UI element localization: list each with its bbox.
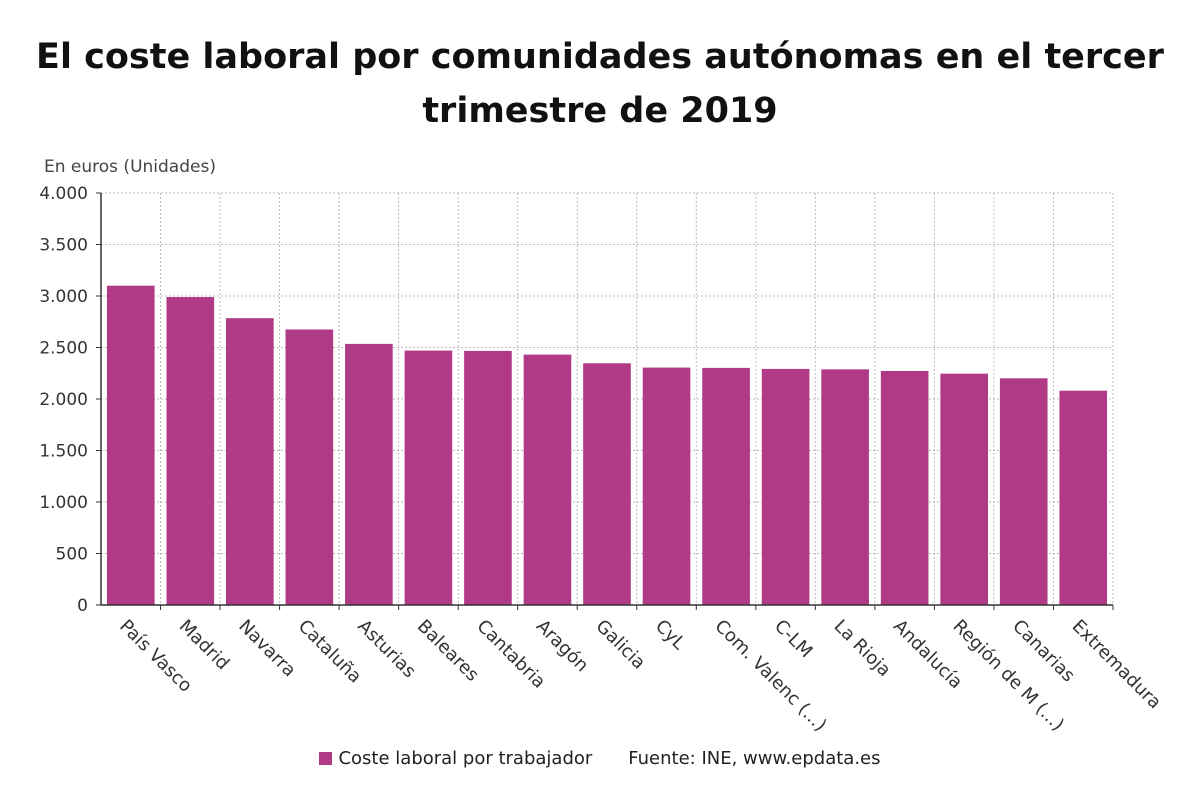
x-tick-label: Galicia <box>591 616 649 674</box>
x-tick-label: C-LM <box>770 616 816 662</box>
y-tick-label: 2.000 <box>39 390 88 410</box>
source-note: Fuente: INE, www.epdata.es <box>628 748 881 769</box>
legend-swatch <box>319 752 333 765</box>
bar <box>821 369 869 605</box>
chart-title: El coste laboral por comunidades autónom… <box>36 37 1164 131</box>
y-tick-label: 3.000 <box>39 287 88 307</box>
bar <box>702 367 750 605</box>
x-tick-label: Com. Valenc (...) <box>711 616 831 736</box>
y-tick-label: 4.000 <box>39 184 88 204</box>
x-tick-label: Extremadura <box>1068 616 1166 714</box>
y-tick-label: 1.000 <box>39 493 88 513</box>
bar <box>642 367 691 605</box>
y-tick-label: 0 <box>77 596 88 616</box>
bar <box>106 285 155 605</box>
x-tick-label: Navarra <box>234 616 300 682</box>
y-tick-label: 3.500 <box>39 236 88 256</box>
x-tick-label: Región de M (...) <box>949 616 1069 736</box>
legend: Coste laboral por trabajador Fuente: INE,… <box>0 748 1200 769</box>
bar <box>226 318 274 605</box>
x-tick-label: Aragón <box>532 616 593 677</box>
y-tick-label: 1.500 <box>39 442 88 462</box>
y-tick-label: 2.500 <box>39 339 88 359</box>
bar <box>464 350 512 605</box>
x-tick-label: La Rioja <box>830 616 895 681</box>
bar <box>285 329 334 605</box>
bar <box>880 370 929 605</box>
bar <box>345 343 393 605</box>
y-tick-label: 500 <box>56 545 88 565</box>
x-tick-label: Cataluña <box>294 616 366 688</box>
bar <box>999 378 1048 605</box>
x-tick-label: CyL <box>651 616 689 654</box>
bar <box>166 297 215 605</box>
legend-label: Coste laboral por trabajador <box>338 748 593 769</box>
bar <box>523 354 572 605</box>
x-tick-label: Madrid <box>175 616 234 675</box>
x-tick-label: Baleares <box>413 616 483 686</box>
bar <box>761 368 810 605</box>
bar <box>583 363 631 605</box>
y-axis-label: En euros (Unidades) <box>44 157 216 177</box>
bar <box>404 350 453 605</box>
bar <box>940 373 988 605</box>
bar <box>1059 390 1108 605</box>
